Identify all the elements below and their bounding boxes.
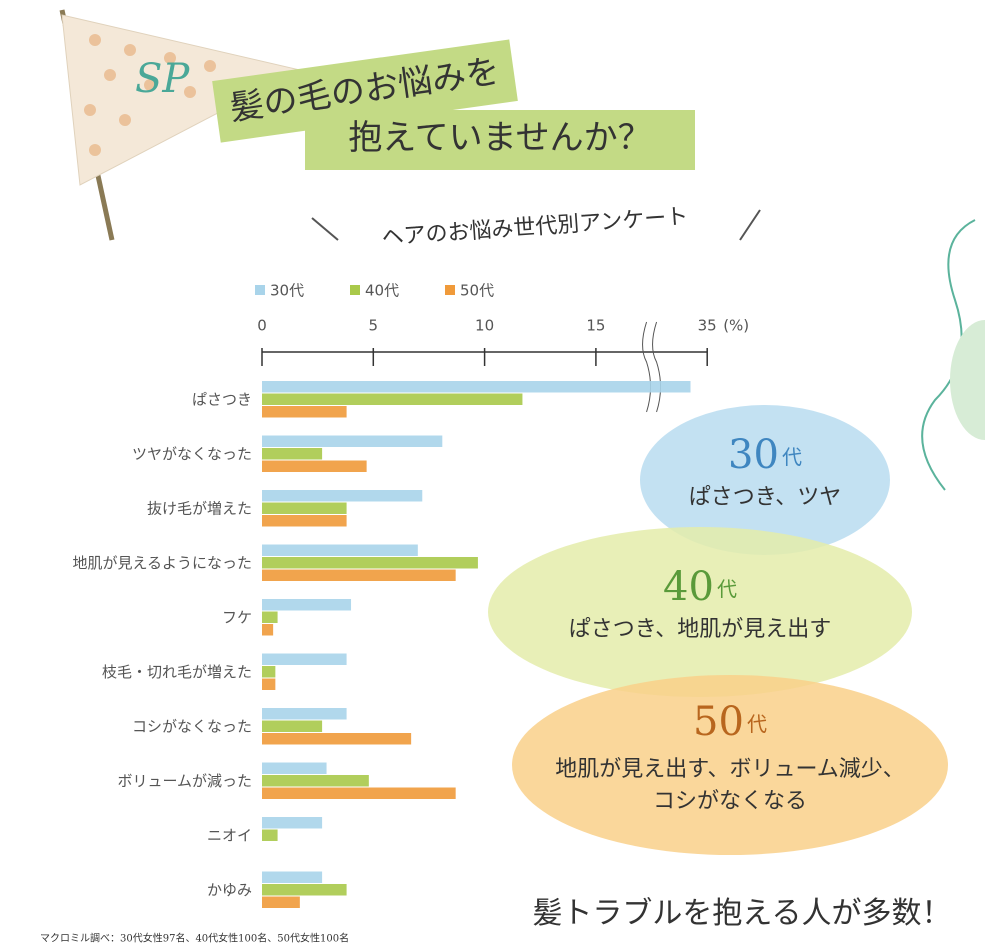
callout-age-unit: 代	[747, 712, 767, 736]
flag-text: SP	[135, 56, 190, 102]
bar	[262, 679, 275, 691]
bar	[262, 897, 300, 909]
legend-swatch	[350, 285, 360, 295]
y-tick-label: かゆみ	[207, 881, 252, 899]
legend-label: 40代	[365, 282, 399, 300]
y-tick-label: ぱさつき	[192, 391, 252, 409]
callout-age-number: 40	[663, 564, 714, 610]
survey-title: ヘアのお悩み世代別アンケート	[381, 204, 689, 250]
callout-text: 地肌が見え出す、ボリューム減少、	[555, 757, 905, 782]
bar	[262, 708, 347, 720]
y-tick-label: フケ	[222, 609, 252, 627]
bar	[262, 515, 347, 527]
bar	[262, 830, 278, 842]
callout-age-unit: 代	[782, 445, 802, 469]
x-tick-label: 15	[586, 317, 605, 335]
bar	[262, 654, 347, 666]
bar	[262, 721, 322, 733]
callout-age-number: 30	[728, 432, 779, 478]
bar	[262, 733, 411, 745]
y-tick-label: 枝毛・切れ毛が増えた	[102, 663, 252, 681]
callout-text: ぱさつき、地肌が見え出す	[569, 617, 831, 642]
callout-age-number: 50	[693, 699, 744, 745]
footnote: マクロミル調べ：30代女性97名、40代女性100名、50代女性100名	[40, 932, 349, 944]
callout-age-unit: 代	[717, 577, 737, 601]
y-tick-label: 地肌が見えるようになった	[72, 554, 252, 572]
page: SP 髪の毛のお悩みを 抱えていませんか？ ヘアのお悩み世代別アンケート 30代…	[0, 0, 985, 944]
bar	[262, 381, 691, 393]
legend-label: 50代	[460, 282, 494, 300]
bar	[262, 448, 322, 460]
axis-break	[653, 322, 661, 412]
y-tick-label: ニオイ	[207, 827, 252, 845]
title: 抱えていませんか？	[348, 118, 651, 158]
bar	[262, 884, 347, 896]
bar	[262, 763, 327, 775]
bar	[262, 557, 478, 569]
bar	[262, 406, 347, 418]
conclusion: 髪トラブルを抱える人が多数！	[532, 896, 951, 931]
x-tick-label: 5	[369, 317, 379, 335]
bar	[262, 788, 456, 800]
decor	[312, 218, 338, 240]
x-tick-label: 35	[698, 317, 717, 335]
bar	[262, 624, 273, 636]
bar	[262, 503, 347, 515]
bar	[262, 545, 418, 557]
legend-swatch	[255, 285, 265, 295]
x-tick-label: 0	[257, 317, 267, 335]
callout-text: コシがなくなる	[653, 789, 807, 814]
x-unit: (%)	[723, 317, 749, 335]
callout-text: ぱさつき、ツヤ	[689, 485, 841, 510]
bar	[262, 436, 442, 448]
bar	[262, 666, 275, 678]
bar	[262, 490, 422, 502]
x-tick-label: 10	[475, 317, 494, 335]
y-tick-label: ボリュームが減った	[117, 772, 252, 790]
callout-blob	[488, 527, 912, 697]
bar	[262, 394, 522, 406]
bar	[262, 817, 322, 829]
y-tick-label: ツヤがなくなった	[132, 445, 252, 463]
legend-swatch	[445, 285, 455, 295]
decor	[740, 210, 760, 240]
y-tick-label: コシがなくなった	[132, 718, 252, 736]
bar	[262, 599, 351, 611]
decor	[950, 320, 985, 440]
bar	[262, 461, 367, 473]
y-tick-label: 抜け毛が増えた	[147, 500, 252, 518]
bar	[262, 775, 369, 787]
bar	[262, 612, 278, 624]
axis-break	[643, 322, 651, 412]
bar	[262, 570, 456, 582]
bar	[262, 872, 322, 884]
legend-label: 30代	[270, 282, 304, 300]
